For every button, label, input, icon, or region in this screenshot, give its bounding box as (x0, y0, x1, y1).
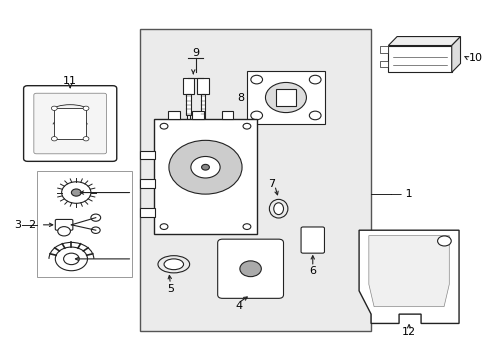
Bar (387, 45, 451, 72)
Circle shape (91, 214, 101, 221)
Circle shape (437, 236, 450, 246)
Circle shape (51, 106, 57, 111)
Circle shape (265, 82, 306, 113)
Text: 6: 6 (308, 266, 316, 276)
Circle shape (83, 136, 89, 141)
Text: 12: 12 (401, 327, 415, 337)
Bar (276, 89, 295, 107)
Bar (154, 119, 256, 234)
Circle shape (160, 224, 167, 229)
FancyBboxPatch shape (301, 227, 324, 253)
Bar (54, 108, 86, 139)
Circle shape (243, 123, 250, 129)
Text: 2: 2 (28, 220, 35, 230)
Circle shape (61, 182, 91, 203)
Bar (140, 179, 155, 188)
Bar (140, 208, 155, 217)
Bar (201, 115, 204, 126)
Bar (379, 60, 387, 67)
Bar (192, 111, 203, 119)
Bar (37, 171, 132, 277)
Circle shape (55, 247, 87, 271)
FancyBboxPatch shape (246, 71, 325, 125)
Polygon shape (387, 37, 460, 45)
Text: 10: 10 (468, 53, 482, 63)
Text: 9: 9 (192, 48, 199, 58)
Ellipse shape (273, 203, 283, 215)
Ellipse shape (163, 259, 183, 270)
Bar (140, 30, 370, 330)
Circle shape (71, 189, 81, 196)
Circle shape (250, 111, 262, 120)
FancyBboxPatch shape (55, 220, 73, 230)
Bar (221, 111, 233, 119)
Text: 5: 5 (166, 284, 174, 294)
Circle shape (250, 75, 262, 84)
Bar (379, 46, 387, 53)
Circle shape (91, 227, 100, 233)
Circle shape (190, 157, 220, 178)
Text: 3: 3 (14, 220, 21, 230)
Polygon shape (451, 37, 460, 72)
Circle shape (51, 136, 57, 141)
Polygon shape (368, 235, 448, 307)
Circle shape (243, 224, 250, 229)
Polygon shape (358, 230, 458, 323)
FancyBboxPatch shape (197, 78, 208, 94)
Bar (140, 150, 155, 159)
Circle shape (58, 226, 70, 236)
Text: 7: 7 (267, 179, 274, 189)
Bar (185, 94, 190, 116)
Circle shape (309, 75, 321, 84)
Bar (167, 111, 179, 119)
Circle shape (160, 123, 167, 129)
Circle shape (309, 111, 321, 120)
Text: 8: 8 (237, 93, 244, 103)
Circle shape (201, 165, 209, 170)
Bar (200, 94, 205, 116)
Bar (186, 115, 189, 126)
Circle shape (168, 140, 242, 194)
FancyBboxPatch shape (34, 93, 106, 154)
Circle shape (240, 261, 261, 276)
Circle shape (83, 106, 89, 111)
Text: 11: 11 (63, 76, 77, 86)
Circle shape (63, 253, 79, 265)
Text: — 1: — 1 (390, 189, 411, 199)
FancyBboxPatch shape (217, 239, 283, 298)
FancyBboxPatch shape (23, 86, 117, 161)
FancyBboxPatch shape (182, 78, 194, 94)
Text: 4: 4 (235, 301, 242, 311)
